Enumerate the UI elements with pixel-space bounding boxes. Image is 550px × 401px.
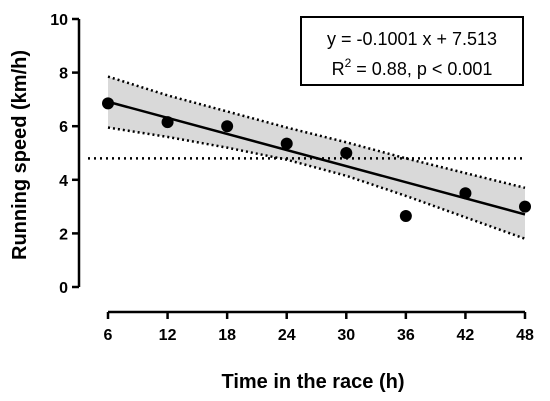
x-tick-label-42: 42 — [457, 327, 475, 344]
data-point-1 — [102, 97, 114, 110]
stats-text: = 0.88, p < 0.001 — [351, 59, 492, 79]
regression-line — [107, 100, 526, 216]
data-point-4 — [280, 137, 293, 150]
y-tick-label-2: 2 — [59, 226, 68, 243]
data-point-5 — [340, 147, 353, 159]
y-tick-label-8: 8 — [59, 66, 68, 83]
x-tick-label-36: 36 — [397, 327, 415, 344]
x-tick-label-12: 12 — [159, 327, 177, 344]
x-tick-label-18: 18 — [218, 327, 236, 344]
x-tick-label-6: 6 — [104, 327, 113, 344]
data-point-3 — [221, 120, 234, 133]
y-axis-title: Running speed (km/h) — [9, 50, 31, 260]
data-point-2 — [161, 116, 174, 129]
x-tick-label-24: 24 — [278, 327, 296, 344]
r-exponent: 2 — [345, 56, 352, 70]
y-tick-label-10: 10 — [50, 12, 68, 29]
y-tick-label-4: 4 — [59, 173, 68, 190]
regression-equation: y = -0.1001 x + 7.513 — [327, 29, 497, 49]
data-point-6 — [399, 209, 412, 222]
x-tick-label-30: 30 — [337, 327, 355, 344]
x-tick-label-48: 48 — [516, 327, 534, 344]
x-axis-title: Time in the race (h) — [221, 371, 404, 393]
confidence-band-upper — [107, 75, 526, 190]
regression-line-layer — [107, 100, 526, 216]
confidence-band-lower — [107, 126, 526, 240]
fit-stats: R2 = 0.88, p < 0.001 — [332, 56, 493, 79]
y-tick-label-6: 6 — [59, 119, 68, 136]
data-point-8 — [519, 200, 531, 213]
r-symbol: R — [332, 59, 345, 79]
y-tick-label-0: 0 — [59, 280, 68, 297]
data-point-7 — [459, 187, 472, 200]
equation-box: y = -0.1001 x + 7.513 R2 = 0.88, p < 0.0… — [300, 16, 524, 86]
equation-box-border — [300, 16, 524, 86]
data-points-layer — [102, 97, 531, 222]
